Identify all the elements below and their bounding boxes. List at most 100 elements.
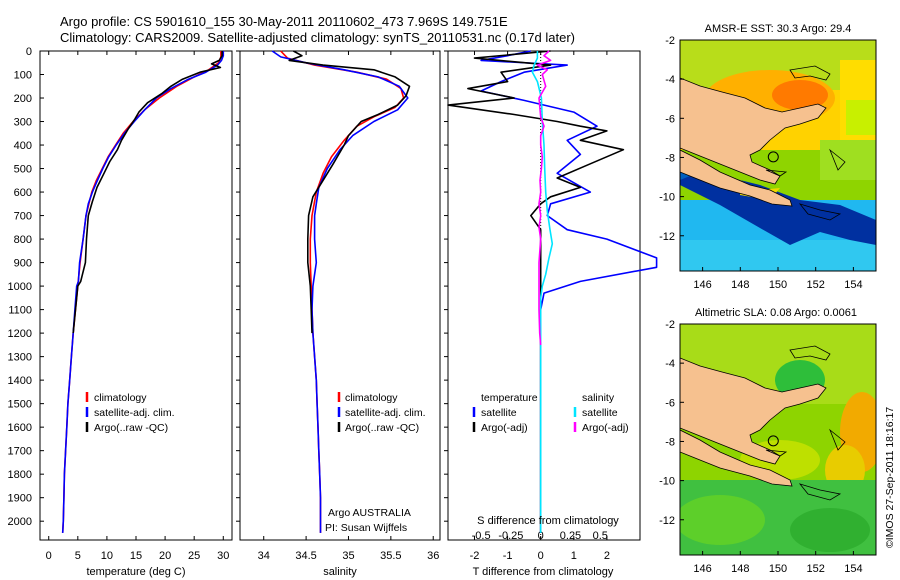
legend-label-t-argo: Argo(-adj) [481, 422, 528, 434]
lat-tick-label: -12 [659, 231, 675, 243]
lat-tick-label: -10 [659, 476, 675, 488]
lon-tick-label: 148 [731, 279, 749, 291]
depth-tick-label: 300 [14, 117, 32, 129]
x-tick-label: 34.5 [295, 550, 316, 562]
depth-tick-label: 100 [14, 70, 32, 82]
x-tick-label: 10 [101, 550, 113, 562]
sla-map-title: Altimetric SLA: 0.08 Argo: 0.0061 [695, 307, 857, 319]
legend-label-satellite: satellite-adj. clim. [345, 407, 426, 419]
depth-tick-label: 1000 [8, 281, 32, 293]
difference-series [447, 50, 658, 533]
salinity-xlabel: salinity [323, 566, 357, 578]
legend-title-salinity: salinity [582, 392, 615, 404]
depth-tick-label: 400 [14, 140, 32, 152]
lat-tick-label: -4 [665, 74, 675, 86]
lat-tick-label: -4 [665, 358, 675, 370]
lon-tick-label: 154 [844, 563, 862, 575]
legend-title-temperature: temperature [481, 392, 538, 404]
depth-tick-label: 2000 [8, 516, 32, 528]
legend-label-argo: Argo(..raw -QC) [94, 422, 168, 434]
header-line-2: Climatology: CARS2009. Satellite-adjuste… [60, 30, 575, 45]
s-difference-xlabel: S difference from climatology [477, 515, 619, 527]
depth-tick-label: 1200 [8, 328, 32, 340]
x-tick-label: 15 [130, 550, 142, 562]
sla-argo-marker [767, 435, 779, 447]
legend-label-s-satellite: satellite [582, 407, 618, 419]
s-tick-label: 0.25 [560, 530, 581, 542]
temperature-series [61, 51, 225, 533]
lon-tick-label: 146 [693, 563, 711, 575]
sla-map-axes: 146 148 150 152 154 -2 -4 -6 -8 -10 -12 [659, 319, 862, 575]
lon-tick-label: 148 [731, 563, 749, 575]
x-tick-label: 35 [342, 550, 354, 562]
depth-tick-label: 1600 [8, 422, 32, 434]
depth-tick-label: 800 [14, 234, 32, 246]
series-line [447, 50, 625, 533]
legend-label-satellite: satellite-adj. clim. [94, 407, 175, 419]
s-tick-label: -0.25 [498, 530, 523, 542]
lon-tick-label: 150 [769, 563, 787, 575]
lat-tick-label: -2 [665, 35, 675, 47]
header-line-1: Argo profile: CS 5901610_155 30-May-2011… [60, 14, 508, 29]
x-tick-label: 30 [217, 550, 229, 562]
temperature-legend: climatology satellite-adj. clim. Argo(..… [85, 392, 175, 434]
depth-tick-label: 200 [14, 93, 32, 105]
legend-label-t-satellite: satellite [481, 407, 517, 419]
x-tick-label: 35.5 [380, 550, 401, 562]
series-line [536, 50, 552, 345]
depth-axis: 0 100 200 300 400 500 600 700 800 900 1000 1100 1200… [8, 46, 448, 528]
lon-tick-label: 150 [769, 279, 787, 291]
lon-tick-label: 152 [807, 563, 825, 575]
sla-map [680, 324, 876, 555]
lat-tick-label: -2 [665, 319, 675, 331]
lat-tick-label: -6 [665, 113, 675, 125]
s-tick-label: -0.5 [472, 530, 491, 542]
salinity-series [271, 50, 411, 533]
x-tick-label: 25 [188, 550, 200, 562]
legend-label-argo: Argo(..raw -QC) [345, 422, 419, 434]
annotation-agency: Argo AUSTRALIA [328, 507, 411, 519]
temperature-xlabel: temperature (deg C) [86, 566, 185, 578]
salinity-x-axis: 34 34.5 35 35.5 36 [258, 51, 439, 562]
salinity-plot-frame [239, 50, 441, 541]
depth-tick-label: 1500 [8, 399, 32, 411]
temperature-plot-frame [39, 50, 233, 541]
t-difference-xlabel: T difference from climatology [473, 566, 614, 578]
series-line [72, 51, 223, 334]
x-tick-label: -1 [503, 550, 513, 562]
lon-tick-label: 152 [807, 279, 825, 291]
difference-legend: temperature satellite Argo(-adj) salinit… [472, 392, 629, 434]
s-tick-label: 0.5 [593, 530, 608, 542]
legend-label-s-argo: Argo(-adj) [582, 422, 629, 434]
series-line [531, 51, 554, 533]
lon-tick-label: 146 [693, 279, 711, 291]
lat-tick-label: -8 [665, 436, 675, 448]
x-tick-label: 20 [159, 550, 171, 562]
depth-tick-label: 0 [26, 46, 32, 58]
x-tick-label: -2 [470, 550, 480, 562]
depth-tick-label: 1700 [8, 446, 32, 458]
x-tick-label: 1 [571, 550, 577, 562]
depth-tick-label: 1300 [8, 352, 32, 364]
lat-tick-label: -8 [665, 152, 675, 164]
sst-map-title: AMSR-E SST: 30.3 Argo: 29.4 [705, 23, 852, 35]
sst-map-axes: 146 148 150 152 154 -2 -4 -6 -8 -10 -12 [659, 35, 862, 291]
depth-tick-label: 1800 [8, 469, 32, 481]
temperature-x-axis: 0 5 10 15 20 25 30 [46, 51, 229, 562]
x-tick-label: 34 [258, 550, 270, 562]
lat-tick-label: -10 [659, 192, 675, 204]
legend-label-climatology: climatology [345, 392, 398, 404]
salinity-legend: climatology satellite-adj. clim. Argo(..… [325, 392, 426, 534]
depth-tick-label: 1900 [8, 493, 32, 505]
lat-tick-label: -12 [659, 515, 675, 527]
lon-tick-label: 154 [844, 279, 862, 291]
depth-tick-label: 700 [14, 211, 32, 223]
x-tick-label: 36 [427, 550, 439, 562]
footer-stamp: ©IMOS 27-Sep-2011 18:16:17 [884, 407, 896, 548]
difference-x-axis: -2 -1 0 1 2 [470, 51, 610, 562]
annotation-pi: PI: Susan Wijffels [325, 522, 407, 534]
s-difference-axis: -0.5 -0.25 0 0.25 0.5 [472, 530, 608, 542]
legend-label-climatology: climatology [94, 392, 147, 404]
x-tick-label: 0 [46, 550, 52, 562]
